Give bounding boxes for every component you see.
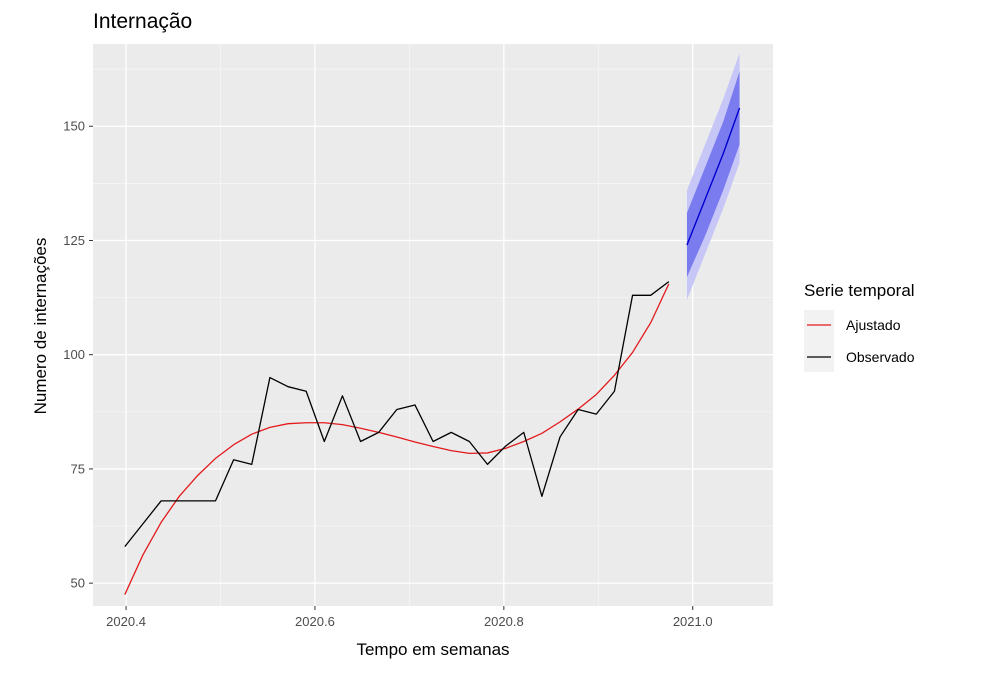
plot-panel xyxy=(93,44,773,606)
x-tick-label: 2021.0 xyxy=(673,614,713,629)
y-tick-label: 150 xyxy=(63,119,85,134)
legend-label-ajustado: Ajustado xyxy=(846,317,901,333)
legend: Serie temporal Ajustado Observado xyxy=(804,281,915,372)
y-tick-label: 50 xyxy=(71,576,85,591)
forecast-layer xyxy=(686,53,741,300)
legend-label-observado: Observado xyxy=(846,349,915,365)
y-axis: 50 75 100 125 150 xyxy=(63,119,93,591)
y-tick-label: 125 xyxy=(63,233,85,248)
x-axis-title: Tempo em semanas xyxy=(356,640,509,659)
chart-title: Internação xyxy=(93,10,192,33)
y-tick-label: 75 xyxy=(71,461,85,476)
series-layer xyxy=(124,281,670,595)
grid-major xyxy=(93,44,773,606)
series-line-observado xyxy=(124,281,670,548)
forecast-band-80 xyxy=(686,71,740,278)
y-axis-title: Numero de internações xyxy=(31,238,50,415)
forecast-mean-line xyxy=(686,107,741,246)
legend-key-background xyxy=(804,310,834,372)
grid-minor xyxy=(93,44,773,606)
x-axis: 2020.4 2020.6 2020.8 2021.0 xyxy=(106,606,713,629)
x-tick-label: 2020.6 xyxy=(295,614,335,629)
x-tick-label: 2020.4 xyxy=(106,614,146,629)
x-tick-label: 2020.8 xyxy=(484,614,524,629)
legend-title: Serie temporal xyxy=(804,281,915,300)
y-tick-label: 100 xyxy=(63,347,85,362)
